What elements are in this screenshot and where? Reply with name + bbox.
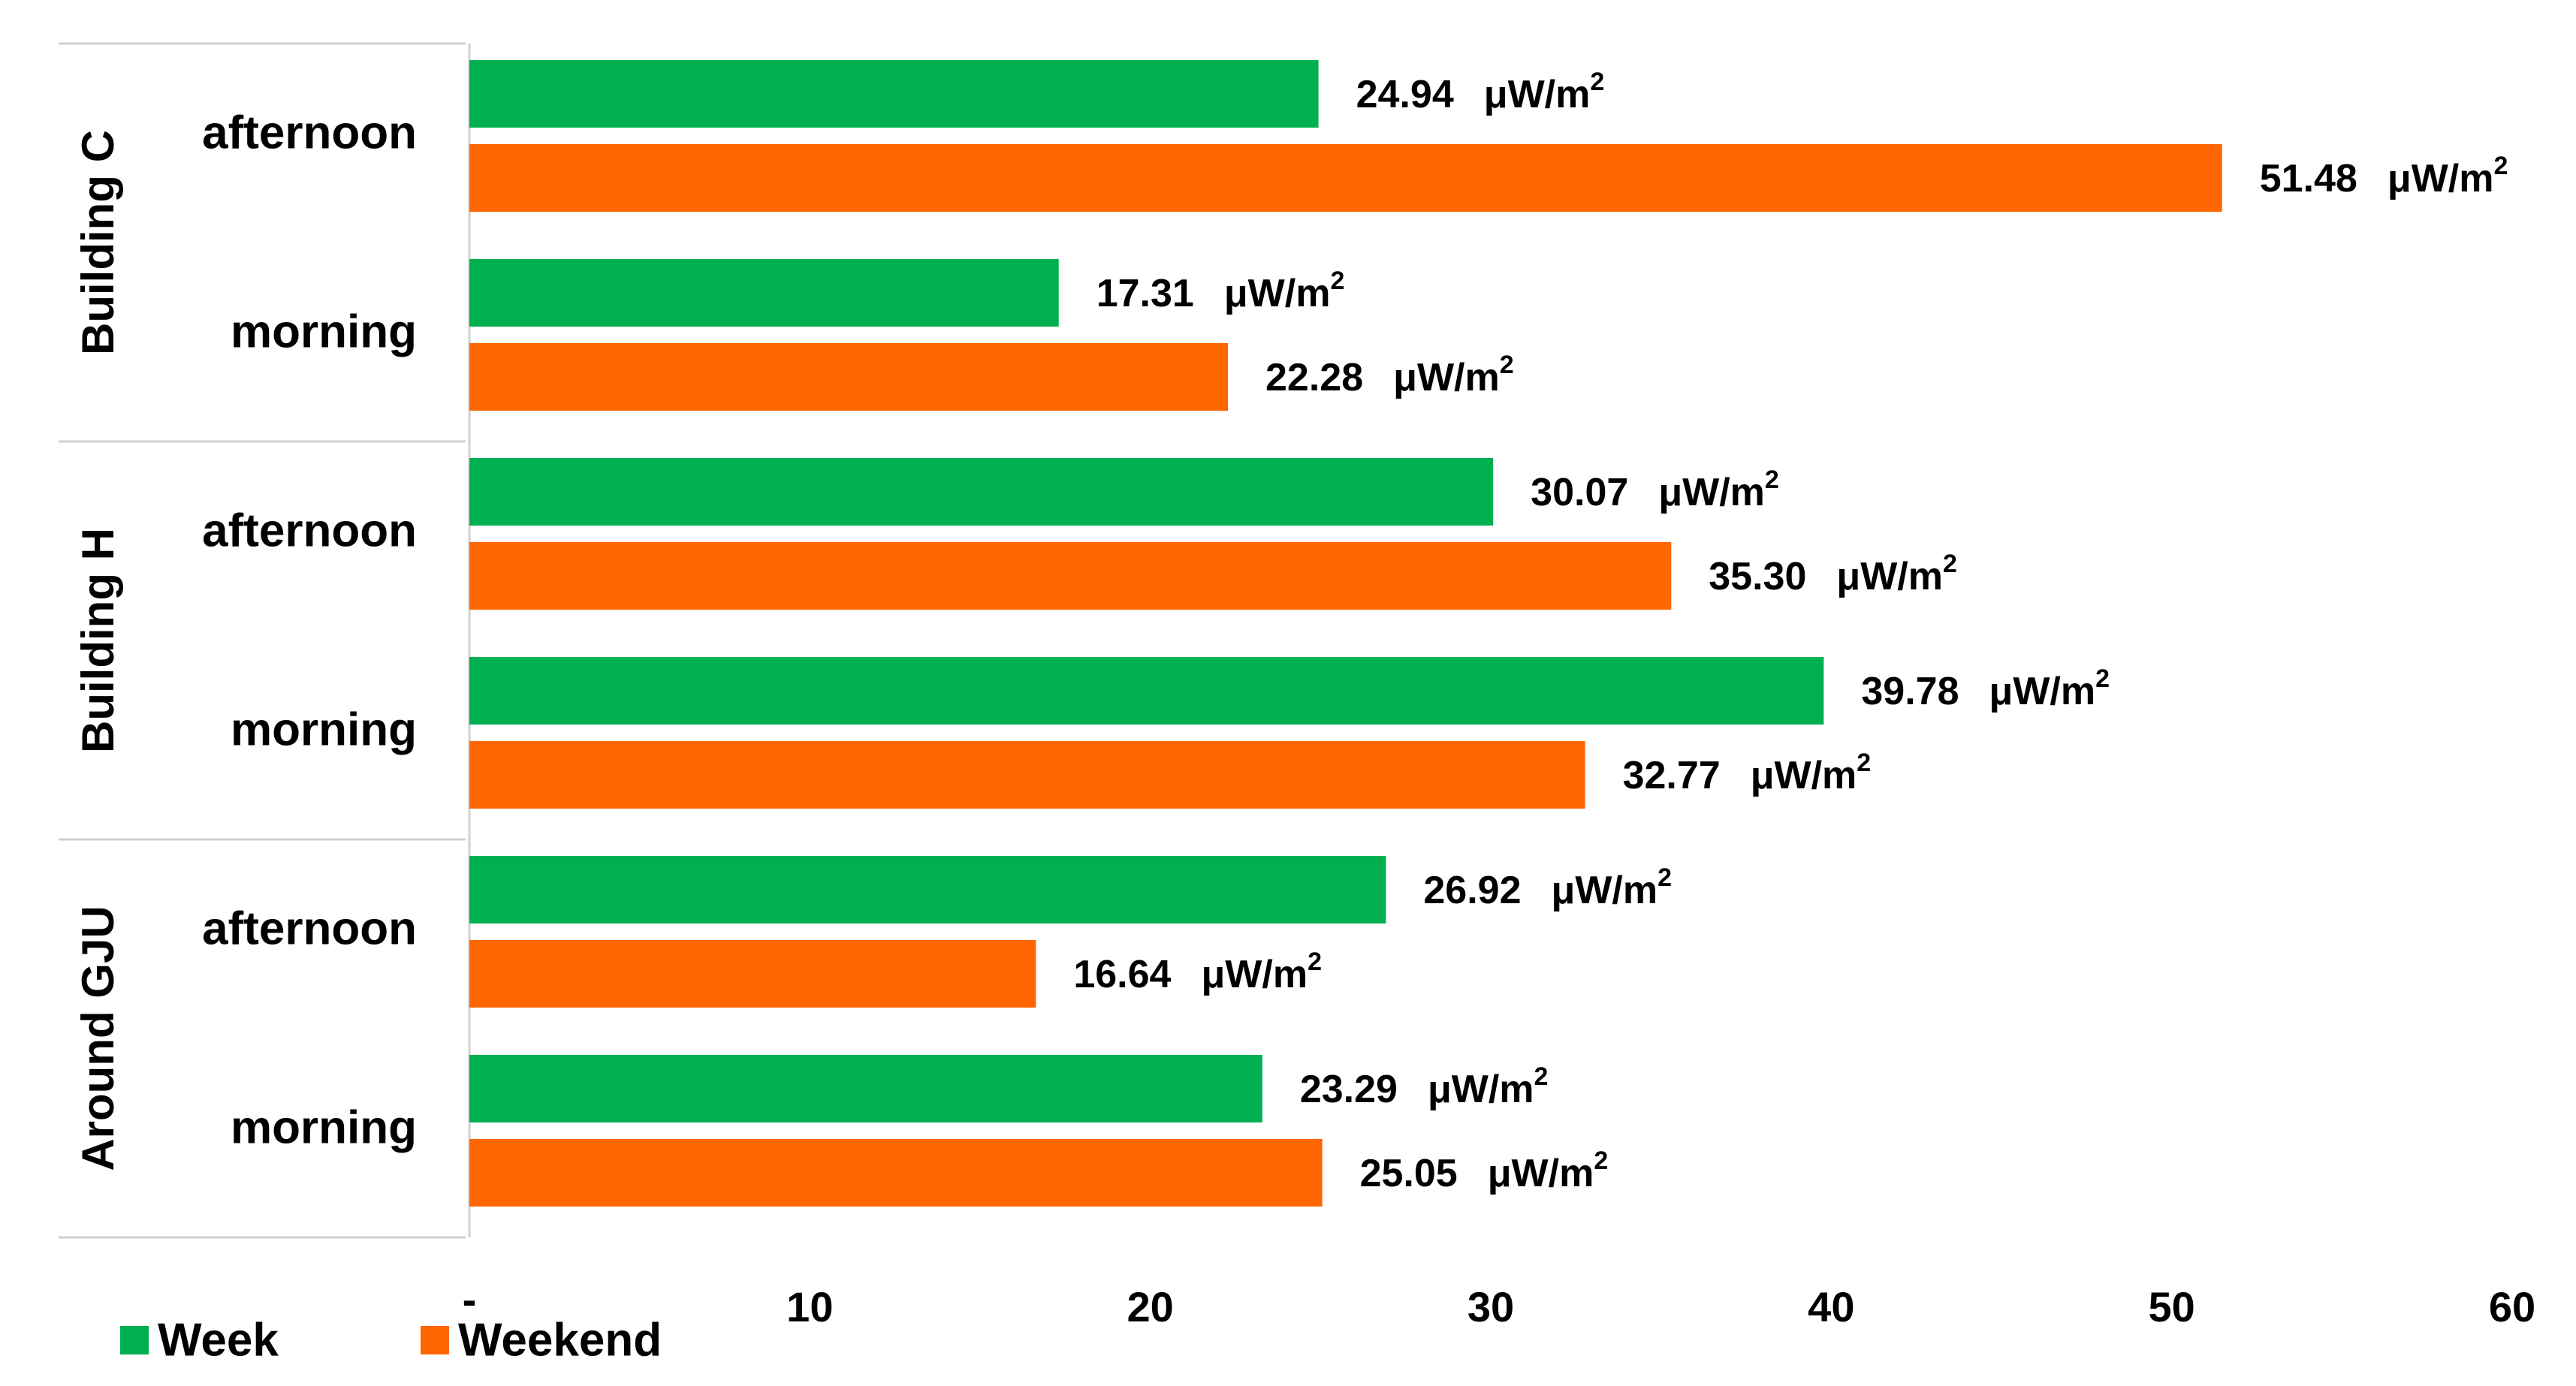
data-label-unit-superscript: 2	[2493, 152, 2508, 180]
data-label-weekend: 32.77 μW/m2	[1623, 749, 1872, 797]
data-label-unit: μW/m	[2387, 157, 2494, 200]
data-label-weekend: 16.64 μW/m2	[1073, 948, 1322, 996]
period-label: afternoon	[202, 107, 417, 158]
bar-weekend	[469, 542, 1672, 610]
data-label-value: 16.64	[1073, 953, 1171, 996]
x-tick-label: 10	[786, 1283, 833, 1330]
data-label-unit-superscript: 2	[1658, 863, 1672, 892]
data-label-unit: μW/m	[1836, 555, 1943, 598]
x-tick-label: 60	[2489, 1283, 2535, 1330]
legend-swatch-week	[120, 1326, 149, 1354]
x-tick-label: 50	[2149, 1283, 2195, 1330]
data-label-value: 25.05	[1360, 1152, 1458, 1195]
data-label-unit: μW/m	[1552, 869, 1658, 912]
legend-label-weekend: Weekend	[458, 1314, 662, 1366]
data-label-value: 23.29	[1300, 1068, 1398, 1111]
bar-week	[469, 856, 1386, 923]
period-label: morning	[231, 306, 417, 357]
data-label-week: 24.94 μW/m2	[1356, 68, 1605, 116]
data-label-unit-superscript: 2	[1590, 68, 1604, 96]
data-label-week: 26.92 μW/m2	[1423, 863, 1672, 912]
x-tick-label: 20	[1127, 1283, 1174, 1330]
bar-weekend	[469, 741, 1585, 809]
legend-swatch-weekend	[421, 1326, 449, 1354]
data-label-week: 30.07 μW/m2	[1531, 466, 1779, 514]
data-label-week: 23.29 μW/m2	[1300, 1062, 1549, 1111]
data-label-unit: μW/m	[1201, 953, 1308, 996]
group-label: Building H	[73, 528, 123, 753]
bar-weekend	[469, 940, 1036, 1008]
data-label-weekend: 25.05 μW/m2	[1360, 1146, 1609, 1195]
data-label-unit-superscript: 2	[1765, 466, 1779, 494]
group-label: Around GJU	[73, 905, 123, 1171]
bar-week	[469, 1055, 1262, 1122]
data-label-unit: μW/m	[1658, 471, 1765, 514]
data-label-value: 32.77	[1623, 754, 1721, 797]
data-label-week: 17.31 μW/m2	[1096, 267, 1345, 315]
data-label-value: 22.28	[1265, 356, 1363, 399]
data-label-unit: μW/m	[1393, 356, 1500, 399]
x-tick-label: -	[463, 1276, 477, 1323]
data-label-value: 30.07	[1531, 471, 1628, 514]
data-label-unit-superscript: 2	[2095, 664, 2110, 693]
period-label: afternoon	[202, 505, 417, 556]
bar-week	[469, 458, 1494, 526]
data-label-unit: μW/m	[1989, 670, 2096, 713]
data-label-unit: μW/m	[1224, 272, 1331, 315]
data-label-value: 17.31	[1096, 272, 1194, 315]
data-label-unit: μW/m	[1751, 754, 1857, 797]
bar-week	[469, 657, 1824, 725]
period-label: afternoon	[202, 902, 417, 954]
data-label-value: 26.92	[1423, 869, 1521, 912]
data-label-unit-superscript: 2	[1330, 267, 1344, 295]
data-label-unit-superscript: 2	[1857, 749, 1871, 777]
bar-weekend	[469, 144, 2222, 212]
data-label-value: 24.94	[1356, 73, 1454, 116]
data-label-unit-superscript: 2	[1943, 550, 1957, 578]
period-label: morning	[231, 1101, 417, 1153]
data-label-unit-superscript: 2	[1594, 1146, 1608, 1175]
data-label-unit-superscript: 2	[1534, 1062, 1549, 1091]
data-label-weekend: 51.48 μW/m2	[2260, 152, 2508, 200]
data-label-value: 51.48	[2260, 157, 2357, 200]
legend-label-week: Week	[158, 1314, 279, 1366]
group-label: Building C	[73, 130, 123, 355]
data-label-value: 39.78	[1861, 670, 1959, 713]
data-label-unit: μW/m	[1428, 1068, 1534, 1111]
bar-weekend	[469, 1139, 1323, 1207]
x-tick-label: 30	[1467, 1283, 1514, 1330]
data-label-week: 39.78 μW/m2	[1861, 664, 2110, 713]
data-label-unit: μW/m	[1488, 1152, 1594, 1195]
bar-week	[469, 60, 1319, 128]
data-label-value: 35.30	[1709, 555, 1806, 598]
data-label-unit: μW/m	[1484, 73, 1591, 116]
data-label-unit-superscript: 2	[1500, 351, 1514, 379]
bar-week	[469, 259, 1059, 327]
data-label-unit-superscript: 2	[1308, 948, 1322, 976]
period-label: morning	[231, 704, 417, 755]
data-label-weekend: 22.28 μW/m2	[1265, 351, 1514, 399]
bar-weekend	[469, 343, 1229, 411]
data-label-weekend: 35.30 μW/m2	[1709, 550, 1957, 598]
x-tick-label: 40	[1808, 1283, 1854, 1330]
